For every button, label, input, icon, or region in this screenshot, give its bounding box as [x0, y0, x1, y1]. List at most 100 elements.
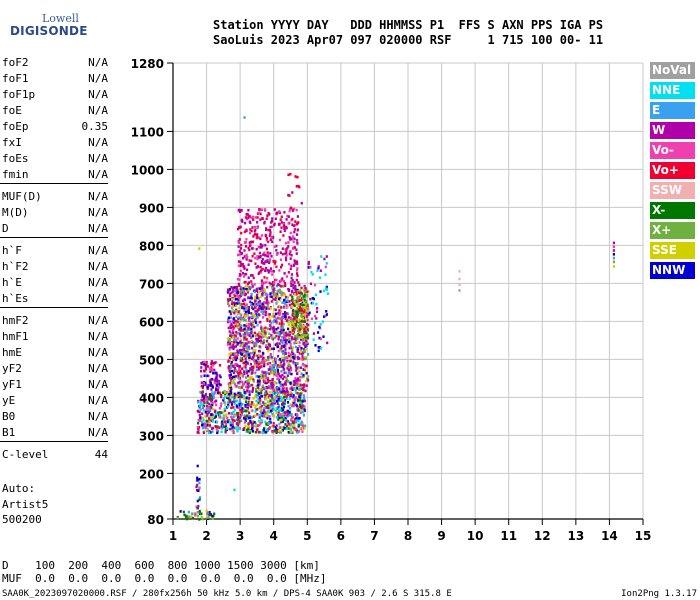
echo-point — [266, 277, 269, 280]
echo-point — [612, 265, 615, 268]
echo-point — [201, 394, 204, 397]
echo-point — [239, 251, 243, 255]
echo-point — [292, 402, 295, 405]
echo-point — [197, 421, 200, 425]
echo-point — [251, 346, 254, 350]
echo-point — [255, 341, 258, 344]
echo-point — [306, 335, 309, 339]
echo-point — [283, 272, 286, 275]
echo-point — [229, 326, 232, 330]
echo-point — [300, 307, 303, 311]
echo-point — [292, 352, 295, 356]
echo-point — [257, 394, 260, 398]
echo-point — [220, 425, 223, 428]
echo-point — [290, 264, 293, 268]
echo-point — [201, 391, 204, 395]
echo-point — [198, 518, 201, 521]
echo-point — [266, 269, 269, 272]
echo-point — [260, 305, 263, 309]
echo-point — [276, 387, 279, 391]
echo-point — [209, 431, 212, 434]
param-value: N/A — [88, 244, 108, 257]
param-row: foE N/A — [2, 104, 108, 118]
echo-point — [323, 257, 326, 261]
echo-point — [269, 406, 272, 409]
echo-point — [281, 397, 284, 400]
echo-point — [235, 358, 238, 362]
echo-point — [288, 425, 291, 429]
echo-point — [238, 253, 241, 256]
echo-point — [295, 316, 299, 319]
echo-point — [217, 386, 220, 389]
echo-point — [240, 386, 243, 389]
param-name: B1 — [2, 426, 16, 439]
echo-point — [222, 425, 225, 428]
echo-point — [203, 369, 206, 373]
legend-item: X- — [650, 202, 695, 219]
echo-point — [300, 346, 303, 350]
echo-point — [233, 366, 237, 370]
echo-point — [263, 410, 266, 413]
echo-point — [270, 356, 273, 359]
echo-point — [243, 409, 246, 413]
echo-point — [242, 256, 245, 260]
echo-point — [225, 413, 228, 416]
echo-point — [325, 313, 328, 316]
echo-point — [231, 346, 234, 349]
logo-line1: Lowell — [42, 12, 79, 25]
echo-point — [237, 298, 240, 302]
version-label: Ion2Png 1.3.17 — [621, 589, 697, 599]
echo-point — [239, 369, 242, 373]
echo-point — [244, 403, 247, 407]
echo-point — [274, 371, 277, 375]
echo-point — [239, 247, 242, 250]
echo-point — [261, 217, 264, 220]
echo-point — [299, 393, 302, 397]
echo-point — [304, 342, 307, 346]
echo-point — [202, 394, 205, 398]
echo-point — [243, 427, 246, 430]
echo-point — [289, 393, 292, 397]
echo-point — [295, 387, 298, 390]
echo-point — [289, 382, 292, 385]
echo-point — [281, 391, 284, 394]
echo-point — [239, 264, 242, 267]
echo-point — [237, 371, 240, 375]
echo-point — [266, 386, 269, 389]
echo-point — [288, 334, 291, 337]
echo-point — [230, 406, 233, 410]
echo-point — [201, 421, 204, 424]
echo-point — [277, 297, 280, 301]
echo-point — [240, 419, 243, 423]
echo-point — [240, 313, 243, 316]
echo-point — [245, 322, 248, 326]
echo-point — [289, 341, 292, 345]
echo-point — [299, 409, 303, 412]
echo-point — [230, 306, 234, 310]
echo-point — [240, 413, 243, 416]
echo-point — [231, 425, 234, 429]
echo-point — [287, 379, 290, 383]
echo-point — [293, 293, 297, 296]
echo-point — [260, 302, 263, 306]
echo-point — [250, 240, 253, 244]
echo-point — [214, 399, 217, 403]
echo-point — [319, 323, 322, 326]
echo-point — [218, 391, 221, 394]
echo-point — [287, 361, 290, 364]
echo-point — [248, 390, 251, 393]
echo-point — [226, 396, 229, 399]
echo-point — [286, 356, 289, 359]
echo-point — [275, 320, 278, 323]
echo-point — [307, 323, 310, 327]
echo-point — [288, 303, 291, 307]
echo-point — [216, 378, 219, 382]
echo-point — [276, 211, 279, 215]
echo-point — [305, 384, 308, 387]
y-tick-label: 300 — [139, 429, 164, 443]
echo-point — [229, 298, 232, 301]
echo-point — [247, 307, 250, 311]
echo-point — [244, 363, 247, 366]
echo-point — [299, 427, 302, 430]
echo-point — [202, 423, 205, 426]
